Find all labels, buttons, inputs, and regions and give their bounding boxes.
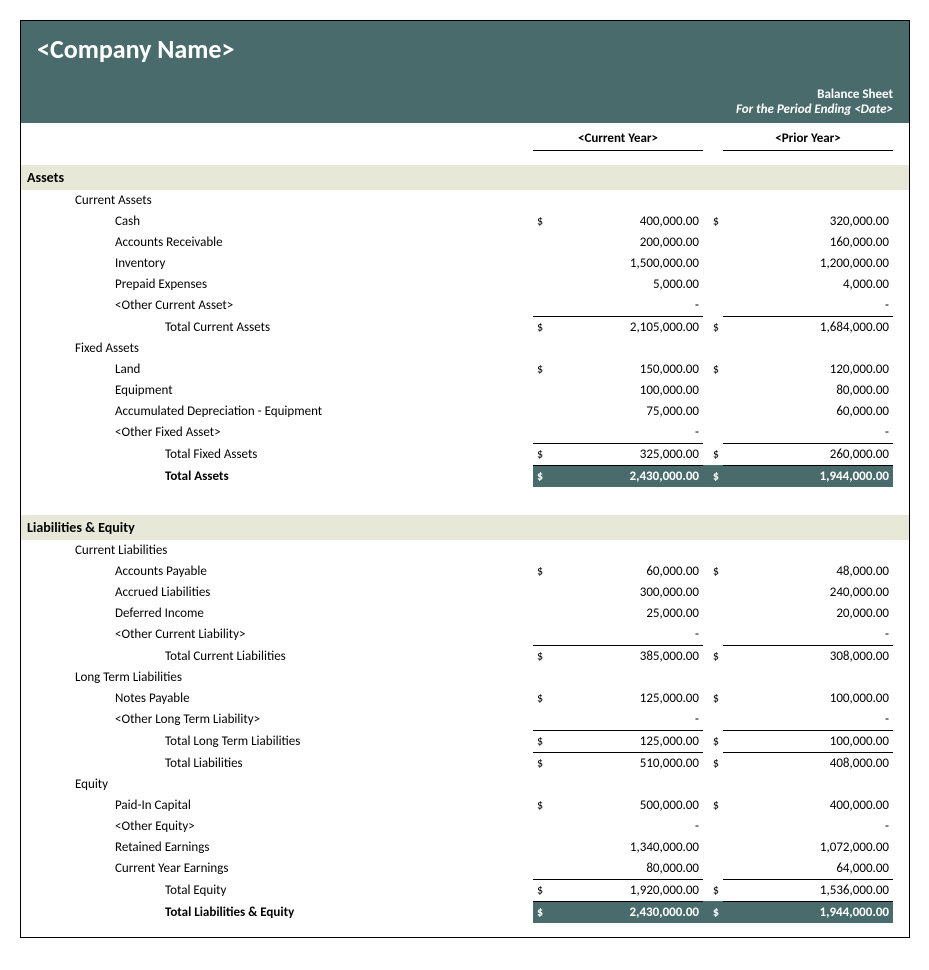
group-equity: Equity bbox=[21, 774, 909, 795]
line-ar: Accounts Receivable200,000.00160,000.00 bbox=[21, 232, 909, 253]
line-equipment: Equipment100,000.0080,000.00 bbox=[21, 380, 909, 401]
period-ending: For the Period Ending <Date> bbox=[37, 102, 893, 117]
line-current-year-earnings: Current Year Earnings80,000.0064,000.00 bbox=[21, 858, 909, 880]
group-fixed-assets: Fixed Assets bbox=[21, 338, 909, 359]
header-bar: <Company Name> Balance Sheet For the Per… bbox=[21, 21, 909, 123]
line-inventory: Inventory1,500,000.001,200,000.00 bbox=[21, 253, 909, 274]
group-current-assets: Current Assets bbox=[21, 190, 909, 211]
line-accum-dep: Accumulated Depreciation - Equipment75,0… bbox=[21, 401, 909, 422]
prior-year-header: <Prior Year> bbox=[723, 123, 893, 151]
line-accrued: Accrued Liabilities300,000.00240,000.00 bbox=[21, 582, 909, 603]
line-paidin: Paid-In Capital$500,000.00$400,000.00 bbox=[21, 795, 909, 816]
balance-table: <Current Year> <Prior Year> Assets Curre… bbox=[21, 123, 909, 937]
total-liabilities: Total Liabilities$510,000.00$408,000.00 bbox=[21, 752, 909, 774]
line-other-fixed-asset: <Other Fixed Asset>-- bbox=[21, 422, 909, 444]
line-retained-earnings: Retained Earnings1,340,000.001,072,000.0… bbox=[21, 837, 909, 858]
total-assets: Total Assets$2,430,000.00$1,944,000.00 bbox=[21, 465, 909, 487]
section-assets: Assets bbox=[21, 165, 909, 190]
line-ap: Accounts Payable$60,000.00$48,000.00 bbox=[21, 561, 909, 582]
group-current-liabilities: Current Liabilities bbox=[21, 540, 909, 561]
total-current-liabilities: Total Current Liabilities$385,000.00$308… bbox=[21, 645, 909, 667]
total-longterm-liabilities: Total Long Term Liabilities$125,000.00$1… bbox=[21, 730, 909, 752]
line-land: Land$150,000.00$120,000.00 bbox=[21, 359, 909, 380]
company-name: <Company Name> bbox=[37, 33, 893, 65]
line-other-current-liab: <Other Current Liability>-- bbox=[21, 624, 909, 646]
year-header-row: <Current Year> <Prior Year> bbox=[21, 123, 909, 151]
group-longterm-liabilities: Long Term Liabilities bbox=[21, 667, 909, 688]
line-notes-payable: Notes Payable$125,000.00$100,000.00 bbox=[21, 688, 909, 709]
line-cash: Cash$400,000.00$320,000.00 bbox=[21, 211, 909, 232]
line-other-equity: <Other Equity>-- bbox=[21, 816, 909, 837]
line-other-current-asset: <Other Current Asset>-- bbox=[21, 295, 909, 317]
balance-sheet: <Company Name> Balance Sheet For the Per… bbox=[20, 20, 910, 938]
current-year-header: <Current Year> bbox=[533, 123, 703, 151]
section-liab-equity: Liabilities & Equity bbox=[21, 515, 909, 540]
line-other-longterm-liab: <Other Long Term Liability>-- bbox=[21, 709, 909, 731]
total-liab-equity: Total Liabilities & Equity$2,430,000.00$… bbox=[21, 901, 909, 923]
line-deferred: Deferred Income25,000.0020,000.00 bbox=[21, 603, 909, 624]
line-prepaid: Prepaid Expenses5,000.004,000.00 bbox=[21, 274, 909, 295]
total-current-assets: Total Current Assets$2,105,000.00$1,684,… bbox=[21, 316, 909, 338]
total-equity: Total Equity$1,920,000.00$1,536,000.00 bbox=[21, 879, 909, 901]
total-fixed-assets: Total Fixed Assets$325,000.00$260,000.00 bbox=[21, 443, 909, 465]
document-title: Balance Sheet bbox=[37, 87, 893, 102]
